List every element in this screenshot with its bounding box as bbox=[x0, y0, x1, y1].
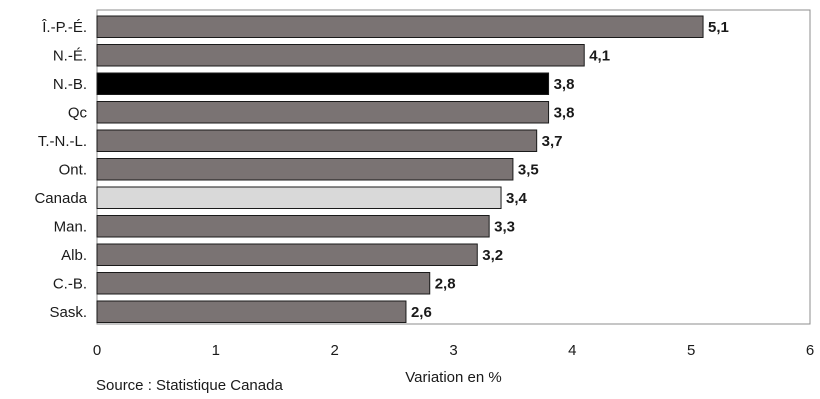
category-label-2: N.-B. bbox=[53, 76, 87, 93]
x-tick-label-2: 2 bbox=[330, 342, 338, 359]
value-label-3: 3,8 bbox=[554, 104, 575, 121]
value-label-10: 2,6 bbox=[411, 304, 432, 321]
bar-8 bbox=[96, 243, 478, 266]
bar-7 bbox=[96, 215, 490, 238]
category-label-0: Î.-P.-É. bbox=[41, 19, 87, 36]
bar-5 bbox=[96, 158, 514, 181]
bar-6 bbox=[96, 186, 502, 209]
category-label-9: C.-B. bbox=[53, 275, 87, 292]
category-label-7: Man. bbox=[54, 218, 87, 235]
category-label-1: N.-É. bbox=[53, 47, 87, 64]
x-tick-label-1: 1 bbox=[212, 342, 220, 359]
value-label-0: 5,1 bbox=[708, 19, 729, 36]
bar-0 bbox=[96, 15, 704, 38]
value-label-5: 3,5 bbox=[518, 161, 539, 178]
bar-9 bbox=[96, 272, 431, 295]
bar-1 bbox=[96, 44, 585, 67]
category-label-8: Alb. bbox=[61, 247, 87, 264]
value-labels: 5,1 4,1 3,8 3,8 3,73,5 3,4 3,3 3,2 2,82,6 bbox=[411, 19, 729, 321]
value-label-2: 3,8 bbox=[554, 76, 575, 93]
category-label-4: T.-N.-L. bbox=[38, 133, 87, 150]
x-axis-ticks: 0 1 2 3 4 5 6 bbox=[93, 342, 814, 359]
category-label-5: Ont. bbox=[59, 161, 87, 178]
x-tick-label-0: 0 bbox=[93, 342, 101, 359]
value-label-1: 4,1 bbox=[589, 47, 610, 64]
source-note: Source : Statistique Canada bbox=[96, 377, 283, 394]
category-label-10: Sask. bbox=[49, 304, 87, 321]
category-labels: Î.-P.-É. N.-É. N.-B. Qc T.-N.-L. Ont. Canada Ma… bbox=[34, 19, 87, 321]
bar-3 bbox=[96, 101, 550, 124]
bar-4 bbox=[96, 129, 538, 152]
value-label-8: 3,2 bbox=[482, 247, 503, 264]
bar-2 bbox=[96, 72, 550, 95]
x-tick-label-5: 5 bbox=[687, 342, 695, 359]
value-label-4: 3,7 bbox=[542, 133, 563, 150]
x-tick-label-3: 3 bbox=[449, 342, 457, 359]
bars-group bbox=[96, 15, 704, 323]
bar-10 bbox=[96, 300, 407, 323]
x-tick-label-6: 6 bbox=[806, 342, 814, 359]
x-axis-title: Variation en % bbox=[405, 369, 501, 386]
x-tick-label-4: 4 bbox=[568, 342, 576, 359]
value-label-7: 3,3 bbox=[494, 218, 515, 235]
category-label-6: Canada bbox=[34, 190, 87, 207]
category-label-3: Qc bbox=[68, 104, 88, 121]
value-label-9: 2,8 bbox=[435, 275, 456, 292]
value-label-6: 3,4 bbox=[506, 190, 528, 207]
